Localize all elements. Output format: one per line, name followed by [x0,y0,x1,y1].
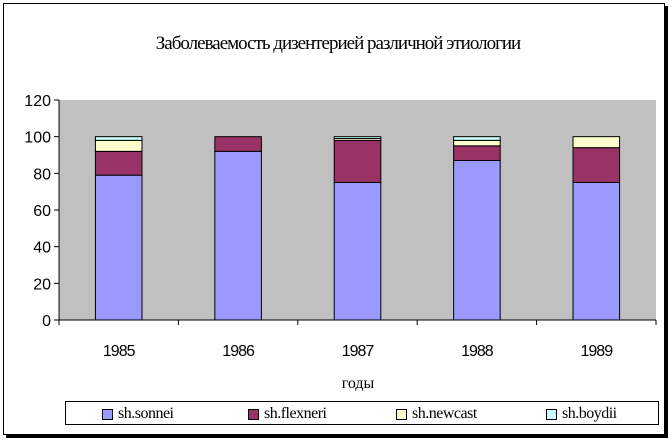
bar-sh-boydii-1987 [333,136,382,139]
bar-sh-flexneri-1989 [572,147,621,183]
bar-sh-flexneri-1988 [453,145,501,162]
legend-item: sh.sonnei [102,405,174,423]
legend-item: sh.boydii [546,405,617,423]
bar-sh-sonnei-1986 [214,150,262,321]
x-tick-label: 1987 [342,343,375,360]
y-tick-label: 100 [24,130,51,147]
legend-swatch [248,408,259,420]
y-tick-label: 80 [33,166,51,183]
bar-sh-boydii-1988 [453,136,501,141]
bar-sh-flexneri-1987 [333,139,382,183]
legend-swatch [546,408,557,420]
legend-item: sh.newcast [396,405,477,423]
legend-label: sh.flexneri [264,405,327,422]
bar-sh-sonnei-1987 [333,182,382,321]
chart-svg: Заболеваемость дизентерией различной эти… [24,33,657,392]
bar-sh-boydii-1985 [94,136,143,141]
bar-sh-newcast-1989 [572,136,621,149]
y-tick-label: 120 [24,93,51,110]
bar-sh-sonnei-1989 [572,182,621,321]
bar-sh-flexneri-1986 [214,136,262,152]
legend-label: sh.sonnei [118,405,174,422]
x-tick-label: 1988 [461,343,494,360]
x-tick-label: 1989 [581,343,614,360]
bar-sh-flexneri-1985 [94,150,143,176]
x-axis: 1985 1986 1987 1988 1989 [58,319,657,360]
bar-sh-newcast-1988 [453,139,501,147]
legend-label: sh.newcast [412,405,477,422]
chart-frame: Заболеваемость дизентерией различной эти… [3,3,665,435]
chart-title: Заболеваемость дизентерией различной эти… [156,33,521,54]
bar-sh-newcast-1985 [94,139,143,152]
y-tick-label: 0 [42,313,51,330]
x-axis-label: годы [342,375,375,392]
bar-sh-sonnei-1985 [94,174,143,321]
y-axis: 0 20 40 60 80 100 120 [24,93,60,330]
legend-label: sh.boydii [562,405,617,422]
legend: sh.sonnei sh.flexneri sh.newcast sh.boydii [65,401,659,425]
y-tick-label: 60 [33,203,51,220]
x-tick-label: 1985 [103,343,136,360]
y-tick-label: 20 [33,276,51,293]
legend-swatch [102,408,113,420]
y-tick-label: 40 [33,240,51,257]
bar-sh-sonnei-1988 [453,160,501,321]
bars-group [94,136,621,321]
legend-item: sh.flexneri [248,405,327,423]
legend-swatch [396,408,407,420]
x-tick-label: 1986 [222,343,255,360]
